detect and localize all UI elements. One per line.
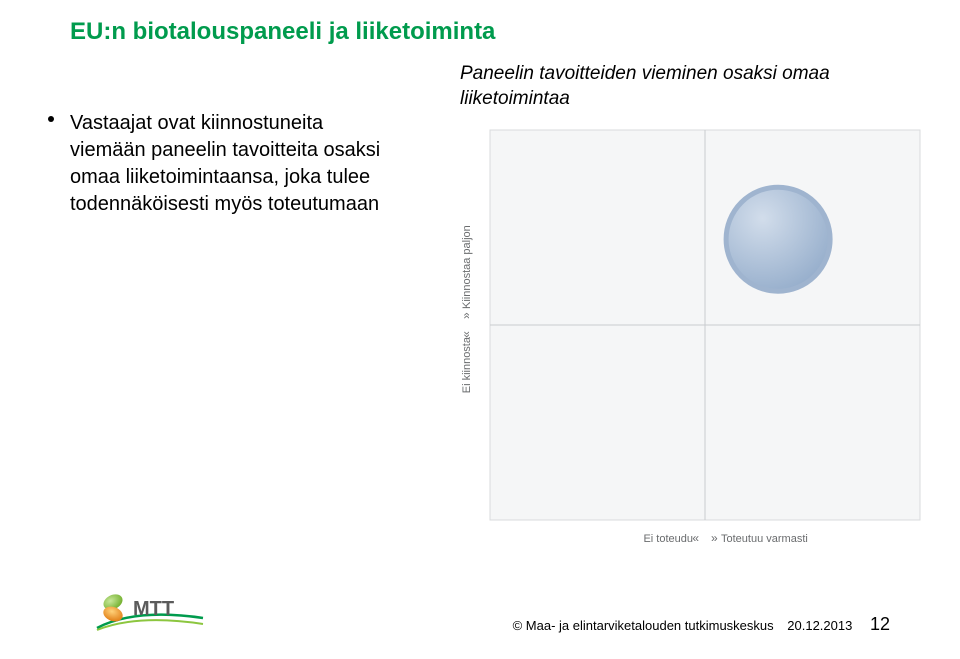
logo-svg: MTT [95, 590, 205, 632]
footer-page: 12 [870, 614, 890, 635]
bullet-dot [48, 116, 54, 122]
x-high-arrow: » [711, 531, 718, 545]
footer-copyright: © Maa- ja elintarviketalouden tutkimuske… [513, 618, 774, 633]
x-low-label: Ei toteudu [643, 533, 693, 545]
y-axis-labels: Ei kiinnosta« » Kiinnostaa paljon [459, 225, 473, 393]
y-high-arrow: » [459, 312, 473, 319]
x-low-arrow: « [692, 531, 699, 545]
footer-date: 20.12.2013 [787, 618, 852, 633]
y-high-label: Kiinnostaa paljon [461, 225, 473, 309]
logo-text: MTT [133, 598, 174, 620]
bullet-text: Vastaajat ovat kiinnostuneita viemään pa… [70, 112, 380, 215]
bubble [726, 187, 830, 291]
page-title: EU:n biotalouspaneeli ja liiketoiminta [70, 18, 495, 46]
x-high-label: Toteutuu varmasti [721, 533, 808, 545]
y-low-label: Ei kiinnosta [461, 336, 473, 393]
chart-title: Paneelin tavoitteiden vieminen osaksi om… [460, 62, 900, 111]
mtt-logo: MTT [95, 590, 205, 637]
chart-svg: Ei toteudu«»Toteutuu varmastiEi kiinnost… [430, 120, 930, 570]
bullet-item: Vastaajat ovat kiinnostuneita viemään pa… [70, 110, 400, 218]
y-low-arrow: « [459, 331, 473, 338]
footer: © Maa- ja elintarviketalouden tutkimuske… [513, 614, 890, 635]
quadrant-chart: Ei toteudu«»Toteutuu varmastiEi kiinnost… [430, 120, 930, 570]
